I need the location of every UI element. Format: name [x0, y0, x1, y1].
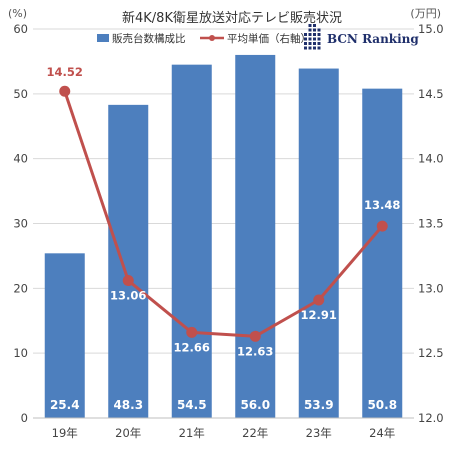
logo-dot: [313, 37, 316, 41]
logo-dot: [308, 46, 312, 50]
line-data-label: 14.52: [47, 65, 83, 79]
logo-dot: [317, 46, 321, 50]
x-axis-ticks: 19年 20年 21年 22年 23年 24年: [52, 426, 396, 440]
logo-dot: [308, 42, 312, 45]
logo-dot: [313, 28, 316, 32]
logo-text: BCN Ranking: [327, 32, 419, 46]
line-data-labels: 14.52 13.06 12.66 12.63 12.91 13.48: [47, 65, 401, 358]
logo-dot: [313, 46, 316, 50]
x-tick-label: 23年: [306, 426, 332, 440]
line-data-label: 12.91: [301, 308, 337, 322]
bar-data-label: 48.3: [113, 398, 143, 412]
line-data-label: 13.48: [364, 198, 400, 212]
x-tick-label: 24年: [369, 426, 395, 440]
left-tick-label: 40: [13, 152, 28, 166]
right-tick-label: 13.5: [418, 217, 444, 231]
line-point: [186, 326, 198, 338]
right-tick-label: 13.0: [418, 281, 444, 295]
logo-dot: [304, 37, 307, 41]
line-series: [59, 85, 388, 342]
right-axis-ticks: 12.0 12.5 13.0 13.5 14.0 14.5 15.0: [418, 22, 444, 425]
x-tick-label: 20年: [115, 426, 141, 440]
logo-dot: [317, 33, 321, 36]
logo-dot: [304, 33, 307, 36]
line-data-label: 12.66: [174, 340, 210, 354]
bar: [362, 88, 403, 418]
legend-line-marker: [209, 35, 215, 41]
bar-data-label: 53.9: [304, 398, 334, 412]
logo-dot: [308, 37, 312, 41]
bar: [108, 104, 149, 418]
logo-dot: [317, 37, 321, 41]
line-path: [63, 90, 384, 338]
bcn-logo: BCN Ranking: [304, 24, 419, 50]
line-point: [122, 275, 134, 287]
right-tick-label: 15.0: [418, 22, 444, 36]
x-tick-label: 19年: [52, 426, 78, 440]
logo-dot: [308, 28, 312, 32]
line-point: [313, 294, 325, 306]
line-data-label: 12.63: [237, 344, 273, 358]
logo-dot: [308, 33, 312, 36]
bar-data-labels: 25.4 48.3 54.5 56.0 53.9 50.8: [50, 398, 397, 412]
legend-bar-swatch: [97, 34, 109, 42]
logo-dot: [304, 46, 307, 50]
line-point: [376, 220, 388, 232]
left-tick-label: 30: [13, 217, 28, 231]
bar: [235, 54, 276, 418]
left-axis-ticks: 0 10 20 30 40 50 60: [13, 22, 28, 425]
bar-data-label: 25.4: [50, 398, 80, 412]
logo-dot: [313, 33, 316, 36]
right-tick-label: 14.5: [418, 87, 444, 101]
left-tick-label: 60: [13, 22, 28, 36]
right-tick-label: 14.0: [418, 152, 444, 166]
chart-title: 新4K/8K衛星放送対応テレビ販売状況: [122, 10, 342, 26]
bar-series: [44, 54, 403, 419]
x-tick-label: 21年: [179, 426, 205, 440]
logo-dot: [317, 42, 321, 45]
logo-dot: [304, 42, 307, 45]
logo-grid-icon: [304, 24, 321, 50]
line-point: [59, 85, 71, 97]
logo-dot: [313, 42, 316, 45]
left-tick-label: 10: [13, 346, 28, 360]
legend-bar-label: 販売台数構成比: [112, 32, 186, 45]
gridlines: [33, 28, 414, 354]
logo-dot: [313, 24, 316, 27]
right-tick-label: 12.5: [418, 346, 444, 360]
right-tick-label: 12.0: [418, 411, 444, 425]
bar: [44, 253, 85, 418]
bar-data-label: 50.8: [367, 398, 397, 412]
legend: 販売台数構成比 平均単価（右軸）: [97, 32, 311, 45]
logo-dot: [317, 28, 321, 32]
bar-data-label: 54.5: [177, 398, 207, 412]
bar: [298, 68, 339, 418]
legend-line-label: 平均単価（右軸）: [227, 32, 311, 45]
bar-data-label: 56.0: [240, 398, 270, 412]
left-tick-label: 50: [13, 87, 28, 101]
left-tick-label: 20: [13, 281, 28, 295]
right-axis-unit: (万円): [410, 7, 441, 20]
bar: [171, 64, 212, 419]
line-data-label: 13.06: [110, 289, 146, 303]
line-point: [249, 330, 261, 342]
x-tick-label: 22年: [242, 426, 268, 440]
left-axis-unit: (%): [8, 7, 27, 20]
logo-dot: [308, 24, 312, 27]
left-tick-label: 0: [21, 411, 28, 425]
